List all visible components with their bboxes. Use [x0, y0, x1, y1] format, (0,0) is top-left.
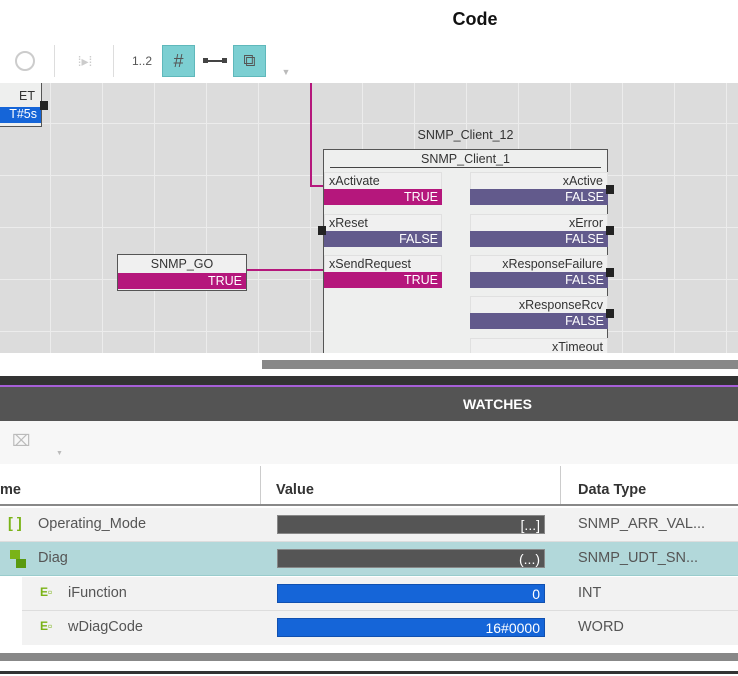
input-pin-xactivate[interactable]: xActivate TRUE: [324, 172, 442, 206]
table-row[interactable]: E▫ iFunction 0 INT: [22, 577, 738, 611]
dropdown-icon[interactable]: ▼: [281, 67, 291, 77]
struct-icon: [10, 550, 26, 568]
table-row-selected[interactable]: Diag (...) SNMP_UDT_SN...: [0, 542, 738, 576]
watches-toolbar: ⌧ ▼: [0, 421, 738, 464]
pin-name: xResponseFailure: [470, 255, 608, 272]
pin-name: xActive: [470, 172, 608, 189]
output-pin-xresponsefailure[interactable]: xResponseFailure FALSE: [470, 255, 608, 289]
divider: [113, 45, 114, 77]
element-icon: E▫: [40, 619, 53, 633]
row-name: Operating_Mode: [38, 516, 147, 532]
fb-instance-name: SNMP_Client_12: [417, 128, 514, 142]
ladder-canvas[interactable]: ET T#5s SNMP_GO TRUE SNMP_Client_12 SNMP…: [0, 83, 738, 353]
divider: [54, 45, 55, 77]
row-value[interactable]: [...]: [277, 515, 545, 534]
column-value[interactable]: Value: [276, 482, 314, 498]
connector: [40, 101, 48, 110]
row-value[interactable]: 0: [277, 584, 545, 603]
pin-value: FALSE: [324, 231, 442, 247]
pin-name: xError: [470, 214, 608, 231]
column-divider[interactable]: [260, 466, 261, 504]
pin-value: FALSE: [470, 313, 608, 329]
row-type: WORD: [578, 619, 624, 635]
et-pin-name: ET: [19, 89, 35, 103]
row-type: SNMP_UDT_SN...: [578, 550, 699, 566]
grid-icon[interactable]: #: [162, 45, 195, 77]
row-value[interactable]: 16#0000: [277, 618, 545, 637]
connector: [606, 185, 614, 194]
connector: [606, 309, 614, 318]
et-block[interactable]: ET T#5s: [0, 83, 42, 127]
wire: [310, 83, 312, 187]
row-name: wDiagCode: [68, 619, 143, 635]
pin-value: TRUE: [324, 272, 442, 288]
pin-value: FALSE: [470, 231, 608, 247]
delete-watch-icon[interactable]: ⌧: [12, 433, 31, 450]
column-data-type[interactable]: Data Type: [578, 482, 647, 498]
table-header: me Value Data Type: [0, 464, 738, 506]
page-title: Code: [452, 9, 498, 29]
input-pin-xreset[interactable]: xReset FALSE: [324, 214, 442, 248]
connector: [606, 268, 614, 277]
horizontal-scrollbar[interactable]: [0, 653, 738, 661]
contact-value: TRUE: [118, 273, 246, 289]
et-value: T#5s: [0, 107, 41, 123]
pin-name: xTimeout: [470, 338, 608, 353]
circle-icon[interactable]: [10, 45, 40, 77]
row-value[interactable]: (...): [277, 549, 545, 568]
input-pin-xsendrequest[interactable]: xSendRequest TRUE: [324, 255, 442, 289]
connector: [318, 226, 326, 235]
step-icon[interactable]: ⁞▸⁞: [77, 52, 93, 69]
row-type: INT: [578, 585, 602, 601]
pin-name: xSendRequest: [324, 255, 442, 272]
eraser-icon[interactable]: ⧉: [233, 45, 266, 77]
connector: [606, 226, 614, 235]
row-name: Diag: [38, 550, 68, 566]
watches-title: WATCHES: [463, 396, 532, 412]
output-pin-xactive[interactable]: xActive FALSE: [470, 172, 608, 206]
connector-icon[interactable]: [202, 45, 228, 77]
pin-name: xReset: [324, 214, 442, 231]
output-pin-xresponsercv[interactable]: xResponseRcv FALSE: [470, 296, 608, 330]
table-row[interactable]: [ ] Operating_Mode [...] SNMP_ARR_VAL...: [0, 508, 738, 542]
pin-value: FALSE: [470, 189, 608, 205]
splitter[interactable]: [0, 376, 738, 385]
column-name[interactable]: me: [0, 482, 21, 498]
column-divider[interactable]: [560, 466, 561, 504]
dropdown-icon[interactable]: ▼: [56, 450, 63, 457]
fb-type-name: SNMP_Client_1: [330, 150, 601, 168]
watches-header: WATCHES: [0, 387, 738, 421]
array-icon: [ ]: [8, 516, 22, 532]
output-pin-xtimeout[interactable]: xTimeout: [470, 338, 608, 353]
element-icon: E▫: [40, 585, 53, 599]
wire: [246, 269, 324, 271]
pin-name: xActivate: [324, 172, 442, 189]
pin-value: TRUE: [324, 189, 442, 205]
numbering-button[interactable]: 1..2: [131, 54, 152, 68]
bottom-border: [0, 671, 738, 674]
snmp-go-contact[interactable]: SNMP_GO TRUE: [117, 254, 247, 291]
horizontal-scrollbar[interactable]: [262, 360, 738, 369]
pin-name: xResponseRcv: [470, 296, 608, 313]
accent-line: [0, 385, 738, 388]
row-name: iFunction: [68, 585, 127, 601]
table-row[interactable]: E▫ wDiagCode 16#0000 WORD: [22, 611, 738, 645]
wire: [310, 185, 324, 187]
output-pin-xerror[interactable]: xError FALSE: [470, 214, 608, 248]
pin-value: FALSE: [470, 272, 608, 288]
row-type: SNMP_ARR_VAL...: [578, 516, 706, 532]
snmp-client-block[interactable]: SNMP_Client_1 xActivate TRUE xReset FALSE …: [323, 149, 608, 353]
contact-name: SNMP_GO: [150, 257, 214, 271]
